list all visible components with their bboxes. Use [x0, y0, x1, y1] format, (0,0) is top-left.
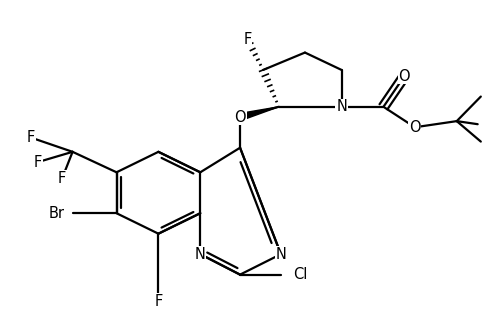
Text: O: O: [398, 69, 410, 84]
Text: F: F: [26, 130, 35, 145]
Text: O: O: [409, 120, 420, 135]
Text: Cl: Cl: [294, 267, 308, 282]
Text: F: F: [244, 32, 252, 47]
Text: N: N: [195, 247, 205, 262]
Text: Br: Br: [48, 206, 64, 221]
Text: F: F: [34, 155, 42, 170]
Text: N: N: [336, 99, 347, 114]
Text: F: F: [154, 294, 162, 309]
Polygon shape: [239, 107, 279, 121]
Text: N: N: [276, 247, 286, 262]
Text: O: O: [234, 109, 246, 124]
Text: F: F: [58, 171, 66, 186]
